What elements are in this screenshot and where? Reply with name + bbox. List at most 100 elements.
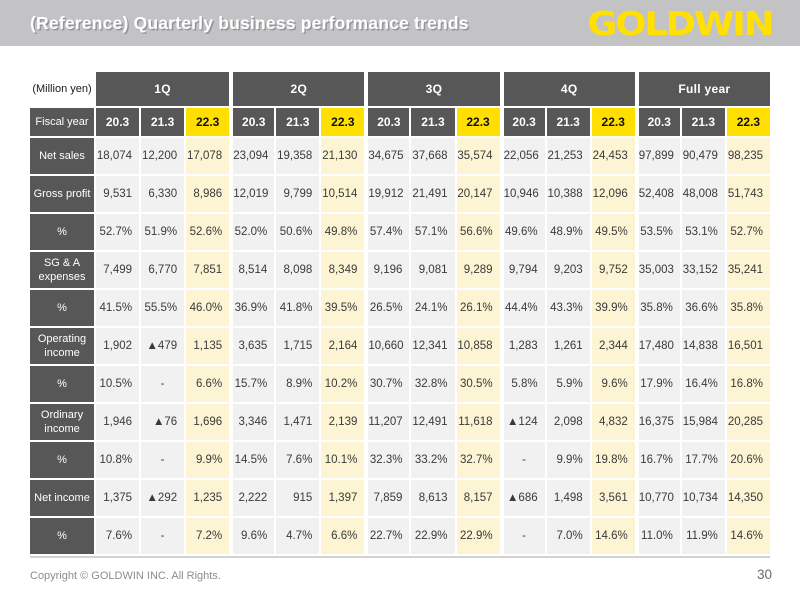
table-cell: 10.5% (96, 366, 140, 402)
table-cell: 2,164 (321, 328, 365, 364)
table-cell: 26.5% (366, 290, 410, 326)
table-cell: 36.9% (231, 290, 275, 326)
table-cell: 33.2% (411, 442, 455, 478)
table-cell: 20.6% (726, 442, 770, 478)
page-number: 30 (756, 567, 772, 582)
table-cell: 35,241 (726, 252, 770, 288)
table-bottom-rule (30, 556, 770, 558)
row-label: % (30, 518, 94, 554)
table-cell: 48.9% (546, 214, 590, 250)
table-cell: 2,222 (231, 480, 275, 516)
table-cell: 34,675 (366, 138, 410, 174)
table-cell: 53.1% (681, 214, 725, 250)
table-cell: 12,491 (411, 404, 455, 440)
table-cell: 6,770 (141, 252, 185, 288)
table-cell: 3,561 (591, 480, 635, 516)
table-cell: 35.8% (636, 290, 680, 326)
table-cell: 19,358 (276, 138, 320, 174)
table-cell: 39.5% (321, 290, 365, 326)
table-cell: 30.5% (456, 366, 500, 402)
table-cell: 10,858 (456, 328, 500, 364)
table-cell: - (141, 442, 185, 478)
table-cell: 10,770 (636, 480, 680, 516)
table-cell: 18,074 (96, 138, 140, 174)
fiscal-year-header: 21.3 (411, 108, 455, 136)
copyright-text: Copyright © GOLDWIN INC. All Rights. (30, 570, 221, 582)
table-cell: 7.6% (96, 518, 140, 554)
table-cell: 10,660 (366, 328, 410, 364)
row-label: Ordinary income (30, 404, 94, 440)
table-cell: 35,003 (636, 252, 680, 288)
table-cell: 35,574 (456, 138, 500, 174)
table-cell: 1,135 (186, 328, 230, 364)
table-cell: 57.1% (411, 214, 455, 250)
fiscal-year-header: 21.3 (276, 108, 320, 136)
table-cell: 15,984 (681, 404, 725, 440)
table-cell: 14.6% (591, 518, 635, 554)
table-cell: 11.9% (681, 518, 725, 554)
table-cell: 32.7% (456, 442, 500, 478)
row-label: % (30, 214, 94, 250)
group-header-3q: 3Q (366, 72, 500, 106)
table-cell: 9,752 (591, 252, 635, 288)
table-cell: 52.0% (231, 214, 275, 250)
table-cell: - (501, 442, 545, 478)
slide-title: (Reference) Quarterly business performan… (30, 13, 469, 33)
table-cell: 51,743 (726, 176, 770, 212)
table-cell: 52,408 (636, 176, 680, 212)
table-cell: 9.6% (591, 366, 635, 402)
table-row: Net sales 18,074 12,200 17,078 23,094 19,358 2… (30, 138, 770, 174)
table-cell: 12,341 (411, 328, 455, 364)
table-cell: 33,152 (681, 252, 725, 288)
fiscal-year-header: 22.3 (726, 108, 770, 136)
table-cell: 16,375 (636, 404, 680, 440)
table-cell: 2,344 (591, 328, 635, 364)
table-cell: 14,350 (726, 480, 770, 516)
table-cell: 32.3% (366, 442, 410, 478)
table-cell: 23,094 (231, 138, 275, 174)
table-cell: 39.9% (591, 290, 635, 326)
table-cell: 6.6% (321, 518, 365, 554)
table-cell: 43.3% (546, 290, 590, 326)
table-cell: 32.8% (411, 366, 455, 402)
group-header-row: (Million yen) 1Q 2Q 3Q 4Q Full year (30, 72, 770, 106)
fiscal-year-label: Fiscal year (30, 108, 94, 136)
table-cell: 19,912 (366, 176, 410, 212)
table-cell: 10,388 (546, 176, 590, 212)
table-cell: 56.6% (456, 214, 500, 250)
table-cell: 14.5% (231, 442, 275, 478)
table-cell: 10,946 (501, 176, 545, 212)
table-cell: 36.6% (681, 290, 725, 326)
fiscal-year-header: 20.3 (636, 108, 680, 136)
table-cell: 9,289 (456, 252, 500, 288)
table-cell: 9,531 (96, 176, 140, 212)
table-cell: 8,098 (276, 252, 320, 288)
table-cell: 17.7% (681, 442, 725, 478)
table-cell: 10,734 (681, 480, 725, 516)
table-cell: 49.5% (591, 214, 635, 250)
table-cell: 24.1% (411, 290, 455, 326)
row-label: SG & A expenses (30, 252, 94, 288)
table-cell: 2,139 (321, 404, 365, 440)
group-header-1q: 1Q (96, 72, 230, 106)
table-cell: 20,147 (456, 176, 500, 212)
table-cell: 53.5% (636, 214, 680, 250)
table-row: % 10.8% -9.9% 14.5% 7.6% 10.1% 32.3% 33.2% 32.7%… (30, 442, 770, 478)
table-cell: 41.8% (276, 290, 320, 326)
table-cell: 11,207 (366, 404, 410, 440)
fiscal-year-header: 20.3 (501, 108, 545, 136)
table-cell: 48,008 (681, 176, 725, 212)
table-cell: 6,330 (141, 176, 185, 212)
table-row: % 7.6% -7.2% 9.6% 4.7% 6.6% 22.7% 22.9% 22.9% -7.… (30, 518, 770, 554)
table-cell: ▲76 (141, 404, 185, 440)
fiscal-year-header: 22.3 (321, 108, 365, 136)
table-cell: 7,499 (96, 252, 140, 288)
table-cell: 1,696 (186, 404, 230, 440)
table-cell: 22.9% (411, 518, 455, 554)
table-cell: 1,235 (186, 480, 230, 516)
row-label: % (30, 442, 94, 478)
table-cell: 16.7% (636, 442, 680, 478)
table-cell: 7.0% (546, 518, 590, 554)
table-cell: 12,019 (231, 176, 275, 212)
table-cell: 1,375 (96, 480, 140, 516)
